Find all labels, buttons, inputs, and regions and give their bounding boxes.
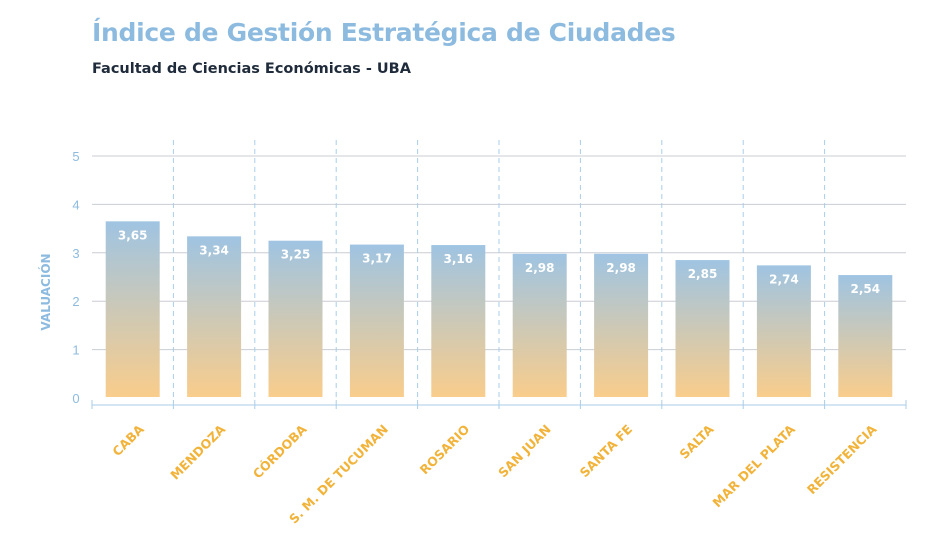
bar-value-label: 2,98 [606,261,636,275]
bar [594,253,649,397]
bar [756,265,811,397]
bar [512,253,567,397]
bar-value-label: 3,25 [281,248,311,262]
y-tick-label: 0 [72,391,79,406]
bar [105,221,160,397]
bar-value-label: 2,54 [850,282,880,296]
bar [431,245,486,397]
bar-value-label: 3,65 [118,228,148,242]
bar [268,240,323,397]
y-axis-label: VALUACIÓN [38,253,53,330]
category-label: CÓRDOBA [250,421,310,481]
chart-subtitle: Facultad de Ciencias Económicas - UBA [92,61,411,77]
bar-value-label: 3,16 [443,252,473,266]
bar [675,260,730,397]
y-tick-label: 3 [72,246,79,261]
bar-value-label: 3,17 [362,252,392,266]
category-label: SANTA FE [577,422,636,481]
bar [838,275,893,397]
bar-value-label: 2,74 [769,272,799,286]
bar [187,236,242,397]
bar-value-label: 3,34 [199,243,229,257]
category-label: SALTA [676,421,716,461]
category-label: MAR DEL PLATA [709,421,798,510]
category-label: ROSARIO [417,422,473,478]
bar-value-label: 2,85 [688,267,718,281]
y-tick-label: 1 [72,343,79,358]
bar-value-label: 2,98 [525,261,555,275]
category-label: SAN JUAN [495,422,554,481]
y-tick-label: 2 [72,294,79,309]
y-tick-label: 5 [72,149,79,164]
category-label: MENDOZA [167,421,228,482]
chart-title: Índice de Gestión Estratégica de Ciudade… [92,18,676,47]
category-label: CABA [109,421,147,459]
bar [349,244,404,397]
category-label: RESISTENCIA [804,421,880,497]
y-tick-label: 4 [72,197,79,212]
